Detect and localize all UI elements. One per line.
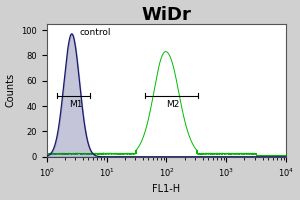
Text: M2: M2	[167, 100, 180, 109]
Text: M1: M1	[69, 100, 83, 109]
Title: WiDr: WiDr	[142, 6, 191, 24]
Y-axis label: Counts: Counts	[6, 73, 16, 107]
X-axis label: FL1-H: FL1-H	[152, 184, 181, 194]
Text: control: control	[80, 28, 111, 37]
